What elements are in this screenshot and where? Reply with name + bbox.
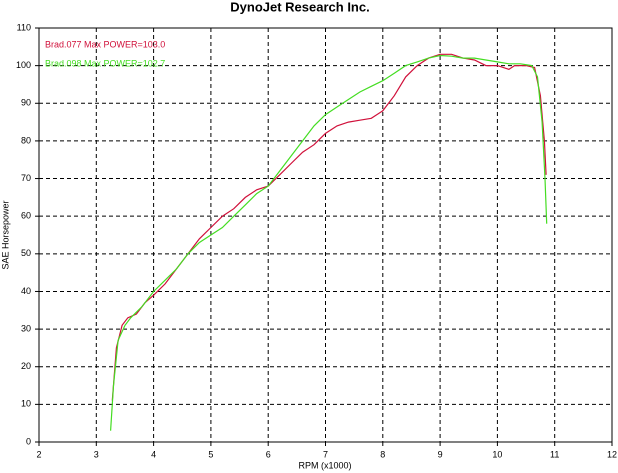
y-tick-label: 0 [26,436,31,446]
x-tick-label: 3 [94,449,99,459]
y-tick-label: 50 [21,248,31,258]
y-axis-label: SAE Horsepower [0,200,10,269]
x-tick-label: 7 [323,449,328,459]
x-tick-label: 8 [380,449,385,459]
chart-title: DynoJet Research Inc. [230,0,369,14]
series-line [111,53,547,401]
y-tick-label: 80 [21,135,31,145]
x-tick-label: 11 [550,449,559,459]
x-tick-label: 2 [36,449,41,459]
y-tick-label: 60 [21,211,31,221]
legend-entry: Brad.077 Max POWER=103.0 [45,39,165,49]
y-tick-label: 110 [17,22,31,32]
x-tick-label: 5 [208,449,213,459]
x-tick-label: 4 [151,449,156,459]
legend-entry: Brad.098 Max POWER=102.7 [45,58,165,68]
y-tick-label: 90 [21,98,31,108]
x-tick-label: 9 [438,449,443,459]
y-tick-label: 30 [21,323,31,333]
x-tick-label: 12 [607,449,617,459]
y-tick-label: 100 [16,60,31,70]
x-tick-label: 10 [492,449,502,459]
y-tick-label: 20 [21,361,31,371]
y-tick-label: 70 [21,173,31,183]
y-tick-label: 40 [21,286,31,296]
x-axis-label: RPM (x1000) [298,460,351,470]
x-tick-label: 6 [266,449,271,459]
y-tick-label: 10 [21,399,31,409]
series-line [110,54,548,431]
